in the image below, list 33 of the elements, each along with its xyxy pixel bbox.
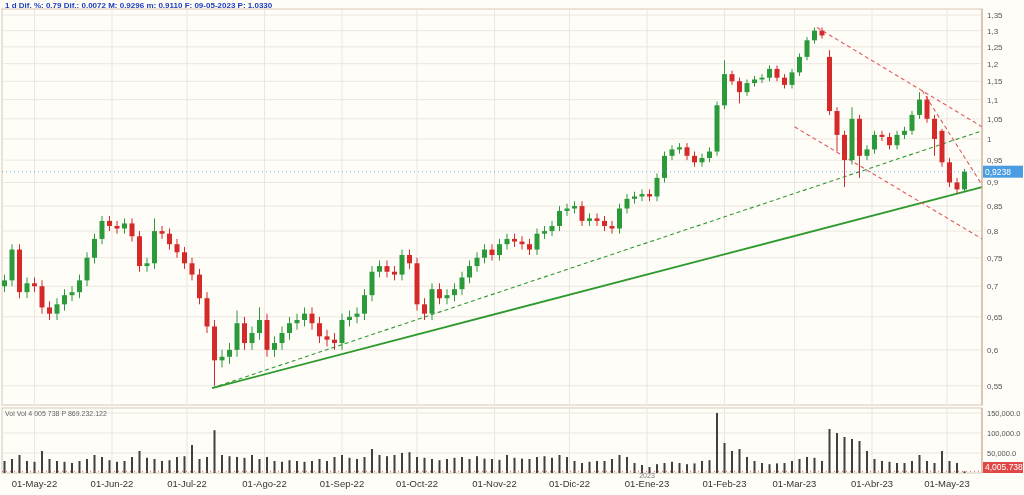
y-tick-label: 1,3 — [987, 26, 999, 36]
ref-line-label: 4,005.738 — [985, 462, 1024, 472]
x-tick-label: 01-Feb-23 — [702, 478, 747, 489]
x-tick-label: 01-Jul-22 — [167, 478, 207, 489]
x-tick-label: 01-Sep-22 — [319, 478, 365, 489]
y-tick-label: 1,1 — [987, 95, 999, 105]
y-tick-label: 0,55 — [987, 381, 1004, 391]
x-tick-label: 01-Abr-23 — [850, 478, 894, 489]
x-tick-label: 01-Ene-23 — [624, 478, 670, 489]
y-tick-label: 0,6 — [987, 345, 999, 355]
x-tick-label: 01-Ago-22 — [242, 478, 287, 489]
y-tick-label: 0,8 — [987, 227, 999, 237]
y-tick-label: 0,9 — [987, 178, 999, 188]
y-tick-label: 0,95 — [987, 156, 1004, 166]
x-tick-label: 01-May-22 — [11, 478, 58, 489]
y-tick-label: 1,35 — [987, 11, 1004, 21]
x-tick-label: 01-Mar-23 — [772, 478, 817, 489]
x-tick-label: 01-May-23 — [924, 478, 970, 489]
x-tick-label: 01-Dic-22 — [548, 478, 591, 489]
y-tick-label: 0,75 — [987, 253, 1004, 263]
x-tick-label: 01-Nov-22 — [472, 478, 517, 489]
x-tick-label: 01-Oct-22 — [395, 478, 439, 489]
y-tick-label: 0,7 — [987, 282, 999, 292]
y-tick-label: 1,05 — [987, 114, 1004, 124]
x-tick-label: 01-Jun-22 — [90, 478, 134, 489]
y-tick-label: 1,15 — [987, 77, 1004, 87]
y-tick-label: 0,65 — [987, 312, 1004, 322]
y-tick-label: 1,25 — [987, 42, 1004, 52]
y-tick-label: 1,2 — [987, 59, 999, 69]
chart-title: 1 d Dif. %: 0.79 Dif.: 0.0072 M: 0.9296 m: 0.9110 F: 09-05-2023 P: 1.0330 — [5, 1, 273, 10]
y-tick-label: 0,85 — [987, 202, 1004, 212]
y-tick-label: 1 — [987, 134, 992, 144]
ref-line-label: 0,9238 — [985, 166, 1012, 177]
